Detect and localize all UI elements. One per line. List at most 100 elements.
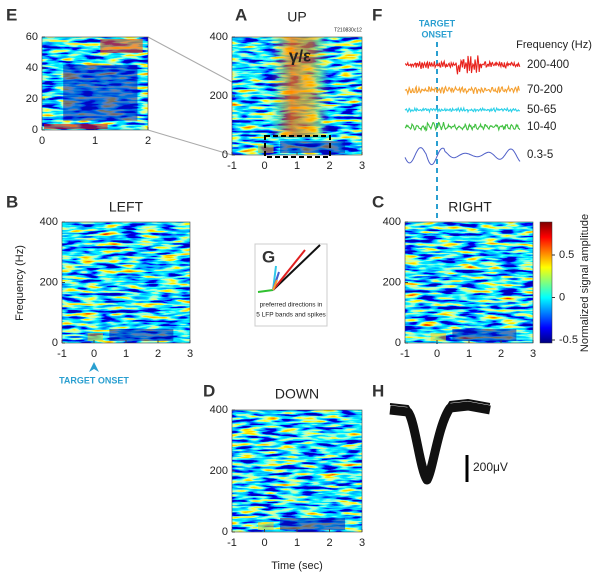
band-label: 50-65 xyxy=(527,104,556,116)
panel-label: F xyxy=(372,5,382,24)
onset-patch xyxy=(430,333,446,341)
colorbar-label: Normalized signal amplitude xyxy=(579,214,591,352)
band-label: 70-200 xyxy=(527,84,563,96)
colorbar-tick-label: -0.5 xyxy=(559,334,578,346)
colorbar-tick-label: 0 xyxy=(559,291,565,303)
x-tick-label: 2 xyxy=(326,537,332,549)
y-tick-label: 200 xyxy=(40,276,58,288)
y-tick-label: 0 xyxy=(222,526,228,538)
onset-arrow xyxy=(89,362,99,372)
onset-label: TARGET xyxy=(419,18,456,28)
x-tick-label: 0 xyxy=(434,348,440,360)
y-tick-label: 200 xyxy=(210,90,228,102)
vector xyxy=(272,249,306,291)
low-region xyxy=(280,518,346,530)
caption: 5 LFP bands and spikes xyxy=(256,312,326,319)
spectrogram xyxy=(232,410,362,532)
x-tick-label: 0 xyxy=(261,537,267,549)
x-tick-label: 1 xyxy=(92,135,98,147)
waveform xyxy=(389,399,491,477)
connector xyxy=(147,36,233,83)
x-tick-label: 2 xyxy=(155,348,161,360)
annotation: γ/ε xyxy=(289,46,311,65)
band-label: 200-400 xyxy=(527,59,569,71)
x-tick-label: 2 xyxy=(145,135,151,147)
waveform xyxy=(389,401,491,485)
x-tick-label: -1 xyxy=(227,160,237,172)
x-tick-label: -1 xyxy=(227,537,237,549)
x-tick-label: 1 xyxy=(294,160,300,172)
scale-label: 200μV xyxy=(473,460,508,474)
y-tick-label: 400 xyxy=(383,216,401,228)
y-axis-label: Frequency (Hz) xyxy=(14,245,26,321)
band-label: 0.3-5 xyxy=(527,149,553,161)
panel-label: A xyxy=(235,5,247,24)
panel-label: D xyxy=(203,381,215,400)
trace xyxy=(404,106,521,114)
zoom-box xyxy=(264,135,331,158)
spectrogram xyxy=(62,222,190,343)
y-tick-label: 60 xyxy=(26,31,38,43)
direction-vectors xyxy=(257,244,321,293)
y-tick-label: 400 xyxy=(210,31,228,43)
panel-label: H xyxy=(372,381,384,400)
panel-title: UP xyxy=(287,9,306,25)
caption: preferred directions in xyxy=(260,302,323,309)
vector xyxy=(272,279,278,291)
y-tick-label: 0 xyxy=(222,149,228,161)
legend-title: Frequency (Hz) xyxy=(516,39,592,51)
panel-label: C xyxy=(372,192,384,211)
onset-patch xyxy=(258,522,274,530)
panel-title: RIGHT xyxy=(448,199,492,215)
x-tick-label: 1 xyxy=(294,537,300,549)
connector xyxy=(147,129,233,156)
panel-title: LEFT xyxy=(109,199,144,215)
vector xyxy=(257,289,274,293)
x-axis-label: Time (sec) xyxy=(271,560,323,572)
panel-label: G xyxy=(262,247,275,266)
y-tick-label: 400 xyxy=(40,216,58,228)
trace xyxy=(405,55,521,75)
x-tick-label: 2 xyxy=(326,160,332,172)
x-tick-label: 2 xyxy=(498,348,504,360)
onset-label: ONSET xyxy=(421,29,453,39)
panel-title: DOWN xyxy=(275,386,319,402)
low-region xyxy=(280,141,346,153)
low-region xyxy=(452,329,517,341)
colorbar xyxy=(539,221,553,344)
low-region xyxy=(63,64,138,121)
y-tick-label: 0 xyxy=(395,337,401,349)
trace xyxy=(404,121,521,132)
onset-label: TARGET ONSET xyxy=(59,375,129,385)
x-tick-label: 3 xyxy=(359,160,365,172)
x-tick-label: 0 xyxy=(91,348,97,360)
gamma-band xyxy=(271,37,330,138)
hot-region xyxy=(44,124,108,129)
x-tick-label: 1 xyxy=(466,348,472,360)
y-tick-label: 200 xyxy=(210,465,228,477)
onset-patch xyxy=(258,145,274,153)
spectrogram xyxy=(405,222,533,343)
onset-patch xyxy=(87,333,103,341)
spike-waveforms xyxy=(389,399,491,485)
x-tick-label: -1 xyxy=(400,348,410,360)
x-tick-label: 3 xyxy=(359,537,365,549)
panel-label: E xyxy=(6,5,17,24)
vector xyxy=(272,244,321,291)
band-label: 10-40 xyxy=(527,121,556,133)
y-tick-label: 0 xyxy=(52,337,58,349)
trace xyxy=(404,84,520,96)
x-tick-label: 1 xyxy=(123,348,129,360)
inset-box xyxy=(254,243,328,327)
y-tick-label: 20 xyxy=(26,93,38,105)
y-tick-label: 40 xyxy=(26,62,38,74)
lfp-traces: 200-400 70-200 50-65 10-40 0.3-5 xyxy=(404,55,569,166)
x-tick-label: 0 xyxy=(39,135,45,147)
trace xyxy=(404,147,521,166)
low-region xyxy=(109,329,174,341)
panel-label: B xyxy=(6,192,18,211)
file-id: T210830c12 xyxy=(334,27,362,33)
y-tick-label: 0 xyxy=(32,124,38,136)
